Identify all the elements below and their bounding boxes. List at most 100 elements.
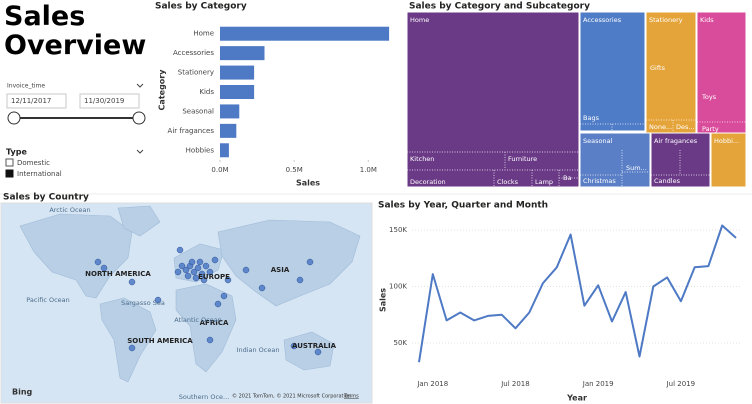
country-bubble — [128, 344, 136, 352]
y-tick-label: Seasonal — [182, 107, 214, 115]
checkbox[interactable] — [5, 158, 14, 167]
subgroup-label: Furniture — [508, 155, 537, 163]
x-tick-label: 0.5M — [286, 166, 303, 174]
y-tick-label: Home — [193, 30, 214, 38]
y-tick-label: 50K — [394, 339, 408, 347]
continent-label: SOUTH AMERICA — [127, 337, 193, 345]
treemap-cell — [645, 11, 697, 134]
country-bubble — [206, 336, 214, 344]
subgroup-label: Bags — [583, 114, 600, 122]
land — [175, 283, 237, 373]
continent-label: EUROPE — [198, 273, 230, 281]
group-label: Stationery — [649, 16, 683, 24]
y-tick-label: 150K — [389, 226, 407, 234]
subgroup-label: Candles — [654, 177, 681, 185]
filter-title: Type — [6, 148, 27, 157]
group-label: Hobbi... — [714, 137, 739, 145]
ocean-label: Indian Ocean — [237, 346, 280, 354]
country-bubble — [94, 258, 102, 266]
group-label: Seasonal — [583, 137, 613, 145]
treemap-cell — [579, 11, 646, 132]
subgroup-label: Ba — [563, 174, 571, 182]
bar — [220, 26, 390, 41]
continent-label: NORTH AMERICA — [85, 270, 151, 278]
x-tick-label: Jul 2018 — [500, 380, 530, 388]
treemap-cell — [696, 11, 747, 134]
filter-option: Domestic — [17, 159, 50, 167]
subgroup-label: Decoration — [410, 178, 446, 186]
date-box[interactable] — [79, 93, 140, 109]
land — [283, 331, 335, 371]
country-bubble — [184, 272, 192, 280]
land — [19, 213, 133, 299]
country-bubble — [296, 276, 304, 284]
x-axis-title: Year — [566, 394, 587, 403]
slider-handle[interactable] — [7, 111, 21, 125]
country-bubble — [128, 278, 136, 286]
bar — [220, 85, 255, 99]
chevron[interactable] — [136, 149, 144, 154]
country-bubble — [174, 268, 182, 276]
land — [117, 205, 161, 237]
subgroup-label: Toys — [701, 93, 717, 101]
x-tick-label: Jan 2018 — [416, 380, 448, 388]
country-bubble — [100, 264, 108, 272]
x-tick-label: 0.0M — [211, 166, 228, 174]
treemap-cell — [579, 132, 651, 188]
country-bubble — [214, 300, 222, 308]
y-axis-title: Sales — [379, 288, 388, 312]
country-bubble — [194, 264, 202, 272]
continent-label: AFRICA — [200, 319, 229, 327]
treemap-cell — [710, 132, 747, 188]
y-tick-label: Air fragances — [168, 127, 215, 135]
map-provider: Bing — [12, 388, 33, 397]
map-terms: Terms — [343, 394, 359, 400]
y-tick-label: Kids — [199, 88, 214, 96]
checkbox[interactable] — [5, 169, 14, 178]
country-bubble — [314, 348, 322, 356]
subgroup-label: Christmas — [583, 177, 616, 185]
bar — [220, 104, 240, 119]
subgroup-label: Lamp — [535, 178, 553, 186]
country-bubble — [211, 256, 219, 264]
bar — [220, 123, 237, 138]
ocean-label: Sargasso Sea — [121, 299, 165, 307]
group-label: Accessories — [583, 16, 622, 24]
country-bubble — [306, 258, 314, 266]
chart-title: Sales by Country — [3, 193, 89, 203]
country-bubble — [196, 258, 204, 266]
subgroup-label: Clocks — [497, 178, 519, 186]
y-axis-title: Category — [158, 69, 167, 111]
chart-title: Sales by Category and Subcategory — [409, 2, 590, 12]
country-bubble — [224, 276, 232, 284]
continent-label: AUSTRALIA — [292, 342, 337, 350]
subgroup-label: Des... — [676, 123, 695, 131]
x-tick-label: 1.0M — [360, 166, 377, 174]
country-bubble — [154, 296, 162, 304]
date-box[interactable] — [6, 93, 67, 109]
slider-handle[interactable] — [132, 111, 146, 125]
ocean-label: Atlantic Ocean — [174, 316, 222, 324]
y-tick-label: Hobbies — [186, 146, 215, 154]
x-tick-label: Jan 2019 — [582, 380, 614, 388]
country-bubble — [182, 266, 190, 274]
group-label: Kids — [700, 16, 714, 24]
country-bubble — [290, 342, 298, 350]
end-date: 11/30/2019 — [84, 97, 124, 105]
bar — [220, 65, 255, 80]
treemap-cell — [406, 11, 580, 188]
subgroup-label: Party — [702, 125, 719, 133]
subgroup-label: Gifts — [650, 64, 666, 72]
subgroup-label: Kitchen — [410, 155, 434, 163]
country-bubble — [188, 258, 196, 266]
chevron[interactable] — [136, 83, 144, 88]
map-attribution: © 2021 TomTom, © 2021 Microsoft Corporat… — [232, 393, 351, 400]
country-bubble — [220, 292, 228, 300]
country-bubble — [206, 268, 214, 276]
country-bubble — [178, 262, 186, 270]
ocean-label: Arctic Ocean — [49, 206, 90, 214]
page-title: Sales Overview — [4, 1, 147, 61]
country-bubble — [200, 276, 208, 284]
